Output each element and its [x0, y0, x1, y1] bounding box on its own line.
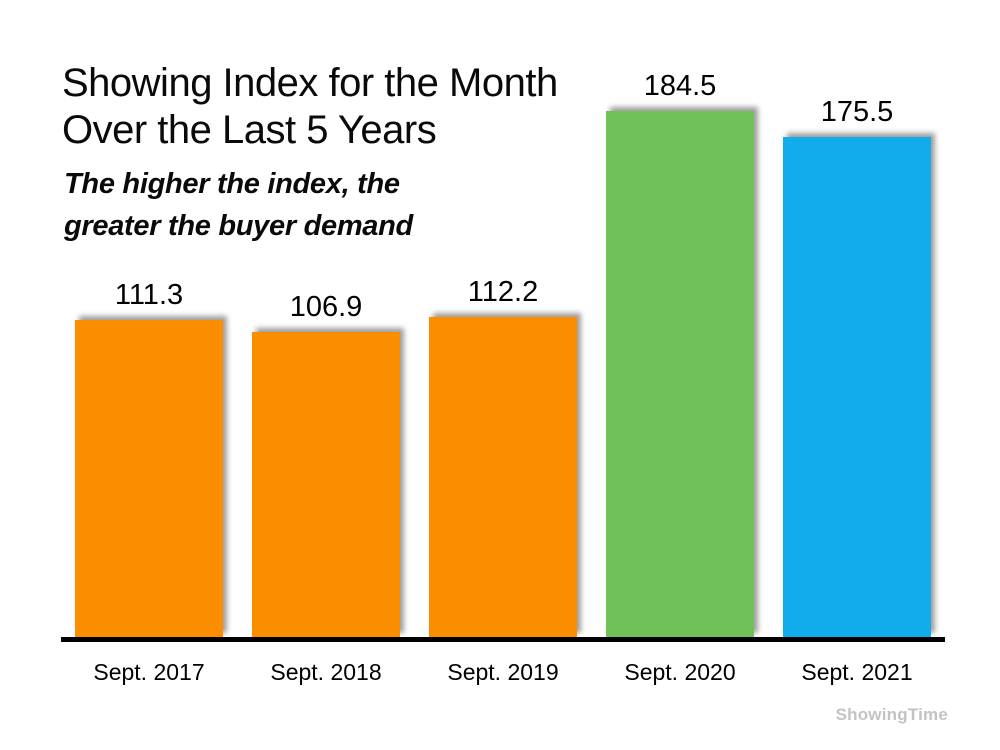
data-label-0: 111.3 [114, 279, 184, 311]
bar-4 [783, 137, 931, 637]
category-label-2: Sept. 2019 [447, 659, 559, 685]
category-label-4: Sept. 2021 [801, 659, 913, 685]
bar-3 [606, 111, 754, 637]
x-axis-line [61, 637, 945, 642]
category-label-0: Sept. 2017 [93, 659, 205, 685]
data-label-2: 112.2 [467, 276, 539, 308]
category-label-1: Sept. 2018 [270, 659, 382, 685]
data-label-3: 184.5 [643, 70, 717, 102]
data-label-4: 175.5 [820, 96, 894, 128]
watermark-showingtime: ShowingTime [835, 705, 948, 724]
chart-subtitle: The higher the index, the greater the bu… [64, 163, 544, 247]
chart-title-line2: Over the Last 5 Years [62, 108, 437, 152]
bar-1 [252, 332, 400, 637]
category-label-3: Sept. 2020 [624, 659, 736, 685]
chart-title: Showing Index for the Month Over the Las… [62, 60, 642, 154]
bar-2 [429, 317, 577, 637]
chart-title-line1: Showing Index for the Month [62, 61, 558, 105]
chart-subtitle-line1: The higher the index, the [64, 168, 400, 200]
chart-subtitle-line2: greater the buyer demand [64, 210, 413, 242]
bar-0 [75, 320, 223, 637]
data-label-1: 106.9 [289, 291, 363, 323]
